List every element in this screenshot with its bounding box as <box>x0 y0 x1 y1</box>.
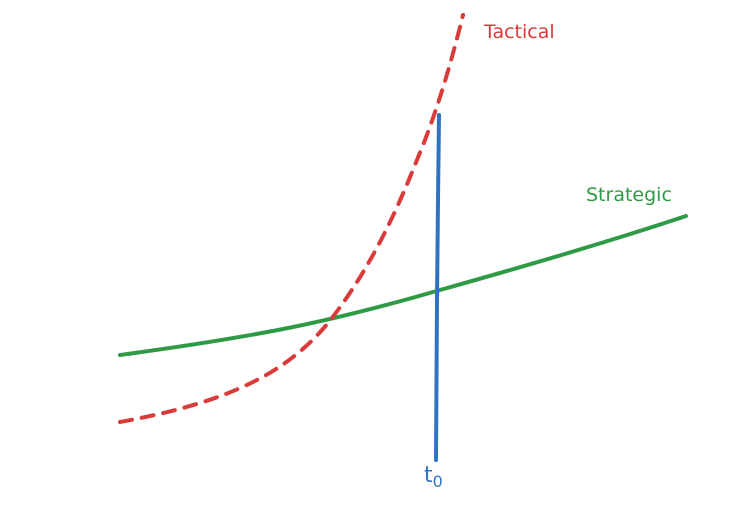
tactical-curve <box>118 13 465 424</box>
tactical-label: Tactical <box>483 21 555 43</box>
time-marker-label-main: t <box>424 463 433 488</box>
time-marker-label: t0 <box>424 463 443 491</box>
strategic-label: Strategic <box>586 184 672 206</box>
time-marker-line <box>434 113 441 462</box>
time-marker-label-sub: 0 <box>433 472 443 491</box>
strategic-curve <box>118 214 688 357</box>
